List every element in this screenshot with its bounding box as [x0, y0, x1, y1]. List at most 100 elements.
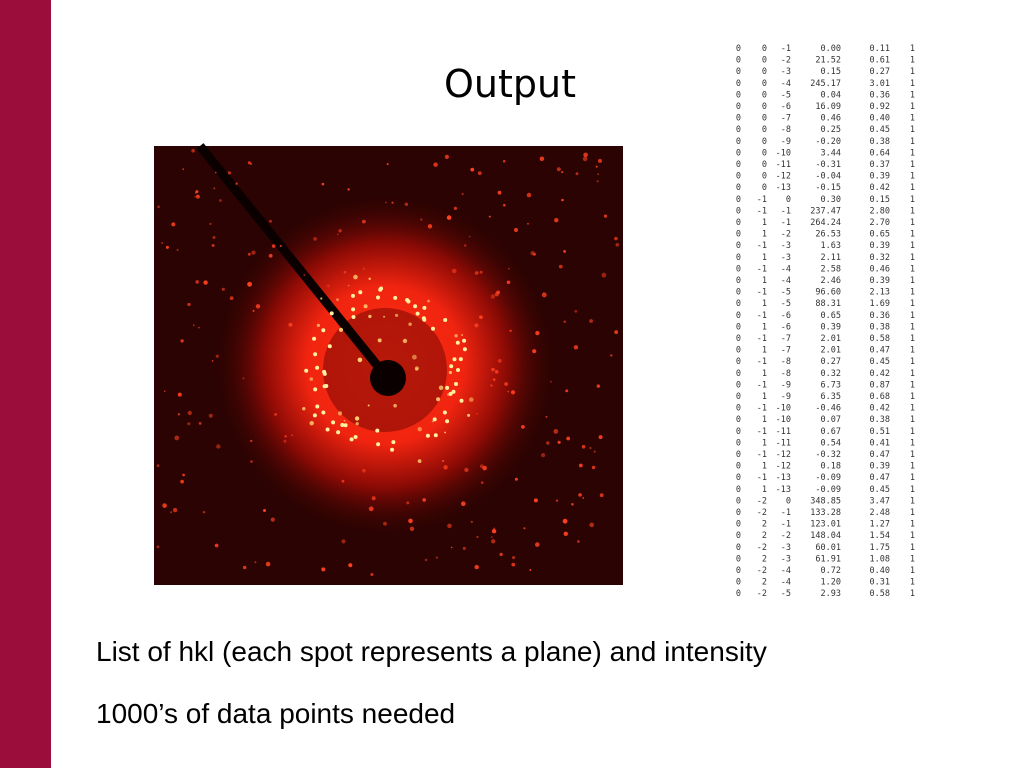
table-cell: -2: [781, 531, 791, 541]
table-cell: 1: [910, 183, 915, 193]
table-cell: 148.04: [810, 531, 841, 541]
spot: [316, 323, 320, 327]
spot: [215, 354, 219, 358]
table-cell: 0.40: [870, 566, 890, 576]
table-cell: 0: [736, 404, 741, 414]
spot: [348, 563, 353, 568]
table-cell: 0: [786, 496, 791, 506]
bright-spot: [413, 304, 418, 309]
spot: [492, 378, 496, 381]
bright-spot: [321, 410, 326, 415]
table-cell: 2.70: [870, 218, 890, 228]
table-cell: 0.58: [870, 334, 890, 344]
bright-spot: [358, 290, 363, 295]
table-cell: -8: [781, 125, 791, 135]
spot: [555, 499, 559, 502]
spot: [596, 384, 600, 388]
table-cell: 237.47: [810, 206, 841, 216]
table-cell: -5: [781, 299, 791, 309]
table-cell: 0: [736, 44, 741, 54]
spot: [187, 422, 191, 426]
table-cell: 0: [736, 264, 741, 274]
spot: [383, 521, 387, 526]
spot: [435, 556, 438, 559]
spot: [482, 465, 487, 471]
table-cell: 1: [910, 79, 915, 89]
table-cell: 0.11: [870, 44, 890, 54]
table-cell: 0.39: [870, 172, 890, 182]
spot: [461, 501, 466, 507]
table-cell: 1: [910, 427, 915, 437]
table-cell: 1: [910, 554, 915, 564]
table-cell: 0: [762, 44, 767, 54]
table-cell: 96.60: [815, 288, 841, 298]
spot: [254, 561, 257, 564]
spot: [163, 390, 166, 393]
table-cell: -1: [781, 520, 791, 530]
spot: [227, 171, 231, 175]
spot: [174, 435, 180, 441]
table-cell: 0: [736, 148, 741, 158]
table-cell: 1.20: [821, 578, 841, 588]
table-cell: 1: [910, 346, 915, 356]
table-cell: 0: [736, 357, 741, 367]
table-cell: 264.24: [810, 218, 841, 228]
beam-stop: [370, 360, 406, 396]
table-cell: 2.13: [870, 288, 890, 298]
bright-spot: [432, 417, 437, 422]
table-cell: -1: [757, 357, 767, 367]
table-cell: 133.28: [810, 508, 841, 518]
table-cell: 2: [762, 531, 767, 541]
spot: [563, 250, 566, 253]
table-cell: 0: [736, 496, 741, 506]
table-cell: 1.08: [870, 554, 890, 564]
table-cell: 0.36: [870, 90, 890, 100]
table-cell: 0.46: [821, 114, 841, 124]
spot: [589, 319, 593, 323]
table-cell: 0: [736, 531, 741, 541]
table-cell: 0: [762, 183, 767, 193]
spot: [347, 188, 350, 191]
spot: [370, 573, 374, 576]
spot: [454, 334, 458, 338]
spot: [424, 558, 428, 562]
table-cell: 0: [762, 102, 767, 112]
table-cell: 0: [736, 346, 741, 356]
spot: [198, 422, 202, 425]
bright-spot: [312, 336, 317, 341]
spot: [561, 198, 564, 202]
spot: [553, 429, 559, 434]
table-cell: 0: [762, 90, 767, 100]
table-cell: 1: [910, 380, 915, 390]
table-cell: 1: [762, 485, 767, 495]
table-cell: -11: [776, 427, 791, 437]
table-cell: 0: [736, 450, 741, 460]
table-cell: 61.91: [815, 554, 841, 564]
table-cell: 0.87: [870, 380, 890, 390]
spot: [271, 244, 276, 248]
spot: [563, 320, 566, 323]
table-cell: 0.27: [870, 67, 890, 77]
table-cell: 3.47: [870, 496, 890, 506]
bright-spot: [443, 318, 448, 322]
table-cell: 0: [736, 589, 741, 599]
table-cell: 1: [910, 566, 915, 576]
spot: [490, 294, 496, 299]
table-cell: 0.27: [821, 357, 841, 367]
spot: [464, 244, 467, 247]
bright-spot: [353, 435, 358, 439]
table-cell: -10: [776, 415, 791, 425]
table-cell: 0.25: [821, 125, 841, 135]
spot: [162, 503, 167, 508]
bright-spot: [433, 433, 438, 438]
table-cell: 0.36: [870, 311, 890, 321]
table-cell: 0: [736, 195, 741, 205]
table-cell: 0: [736, 566, 741, 576]
table-cell: 3.01: [870, 79, 890, 89]
bright-spot: [462, 338, 467, 343]
table-cell: 0: [736, 114, 741, 124]
bright-spot: [313, 387, 318, 392]
table-cell: -2: [757, 566, 767, 576]
table-cell: 0: [736, 288, 741, 298]
spot: [468, 235, 471, 238]
